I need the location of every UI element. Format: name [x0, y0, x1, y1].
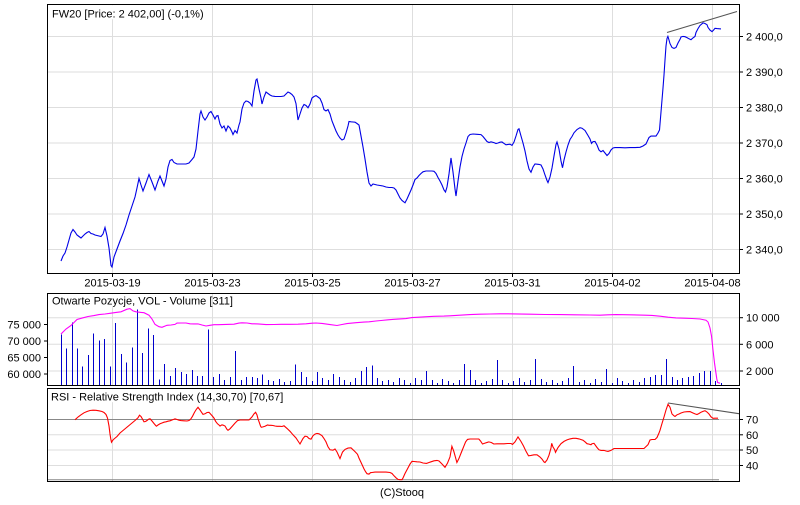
svg-text:2 000: 2 000 — [746, 366, 774, 378]
svg-text:60 000: 60 000 — [7, 369, 41, 381]
svg-text:2 400,0: 2 400,0 — [746, 32, 783, 44]
svg-text:10 000: 10 000 — [746, 313, 780, 325]
svg-text:40: 40 — [746, 461, 758, 473]
svg-text:2015-04-02: 2015-04-02 — [584, 278, 640, 290]
svg-text:FW20 [Price: 2 402,00] (-0,1%): FW20 [Price: 2 402,00] (-0,1%) — [52, 9, 204, 21]
svg-text:70: 70 — [746, 415, 758, 427]
svg-text:Otwarte Pozycje, VOL - Volume: Otwarte Pozycje, VOL - Volume [311] — [52, 296, 233, 308]
svg-text:2 390,0: 2 390,0 — [746, 67, 783, 79]
svg-text:2 350,0: 2 350,0 — [746, 209, 783, 221]
svg-text:2 340,0: 2 340,0 — [746, 245, 783, 257]
svg-text:2015-03-27: 2015-03-27 — [384, 278, 440, 290]
svg-text:2015-04-08: 2015-04-08 — [684, 278, 740, 290]
svg-text:65 000: 65 000 — [7, 353, 41, 365]
svg-text:60: 60 — [746, 430, 758, 442]
svg-text:RSI - Relative Strength Index: RSI - Relative Strength Index (14,30,70)… — [51, 392, 283, 404]
svg-text:2015-03-31: 2015-03-31 — [484, 278, 540, 290]
svg-text:70 000: 70 000 — [7, 336, 41, 348]
svg-text:6 000: 6 000 — [746, 339, 774, 351]
svg-text:2015-03-25: 2015-03-25 — [284, 278, 340, 290]
svg-text:50: 50 — [746, 445, 758, 457]
svg-text:2 380,0: 2 380,0 — [746, 103, 783, 115]
svg-text:(C)Stooq: (C)Stooq — [380, 487, 424, 499]
svg-text:75 000: 75 000 — [7, 320, 41, 332]
svg-text:2 360,0: 2 360,0 — [746, 174, 783, 186]
svg-text:2015-03-19: 2015-03-19 — [84, 278, 140, 290]
svg-text:2015-03-23: 2015-03-23 — [184, 278, 240, 290]
svg-text:2 370,0: 2 370,0 — [746, 138, 783, 150]
